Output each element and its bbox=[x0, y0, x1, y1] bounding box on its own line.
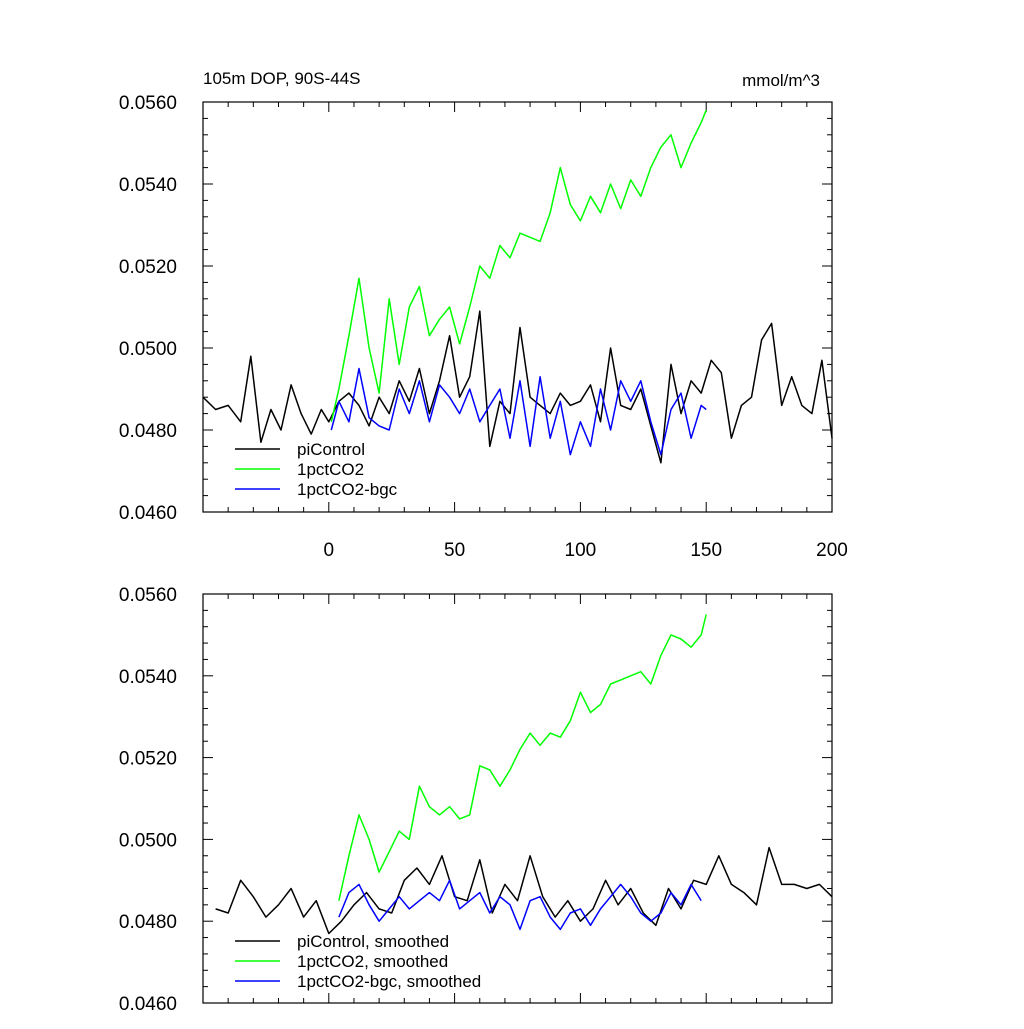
y-tick-label: 0.0560 bbox=[119, 585, 177, 606]
y-tick-label: 0.0560 bbox=[119, 93, 177, 114]
y-tick-label: 0.0500 bbox=[119, 339, 177, 360]
chart-title: 105m DOP, 90S-44S bbox=[203, 69, 361, 88]
x-tick-label: 200 bbox=[816, 540, 848, 561]
y-tick-label: 0.0520 bbox=[119, 749, 177, 770]
legend-label: piControl, smoothed bbox=[297, 932, 449, 951]
bottom-panel: 0.0460 0.0480 0.0500 0.0520 0.0540 0.0560 piCo… bbox=[119, 585, 833, 1015]
plot-frame bbox=[202, 101, 833, 513]
series-line-1pctco2-smoothed bbox=[338, 614, 707, 901]
plot-frame bbox=[202, 593, 833, 1004]
series-line-1pctco2-bgc-smoothed bbox=[338, 879, 702, 931]
top-panel: 105m DOP, 90S-44S mmol/m^3 0.0460 0.0480 0… bbox=[119, 69, 848, 561]
y-tick-label: 0.0540 bbox=[119, 667, 177, 688]
legend-label: 1pctCO2-bgc, smoothed bbox=[297, 972, 481, 991]
y-tick-label: 0.0520 bbox=[119, 257, 177, 278]
y-tick-label: 0.0480 bbox=[119, 912, 177, 933]
x-tick-label: 0 bbox=[324, 540, 335, 561]
x-tick-label: 50 bbox=[444, 540, 465, 561]
legend-label: 1pctCO2-bgc bbox=[297, 480, 398, 499]
units-label: mmol/m^3 bbox=[742, 71, 820, 90]
x-tick-label: 100 bbox=[565, 540, 597, 561]
y-tick-label: 0.0480 bbox=[119, 421, 177, 442]
x-tick-label: 150 bbox=[690, 540, 722, 561]
legend-label: piControl bbox=[297, 440, 365, 459]
legend-label: 1pctCO2, smoothed bbox=[297, 952, 448, 971]
y-tick-label: 0.0460 bbox=[119, 503, 177, 524]
y-tick-label: 0.0460 bbox=[119, 994, 177, 1015]
series-line-1pctco2 bbox=[330, 109, 707, 422]
series-line-1pctco2-bgc bbox=[330, 367, 707, 456]
series-line-picontrol-smoothed bbox=[215, 846, 833, 935]
y-tick-label: 0.0540 bbox=[119, 175, 177, 196]
series-line-picontrol bbox=[202, 310, 833, 464]
y-tick-label: 0.0500 bbox=[119, 830, 177, 851]
legend-label: 1pctCO2 bbox=[297, 460, 364, 479]
